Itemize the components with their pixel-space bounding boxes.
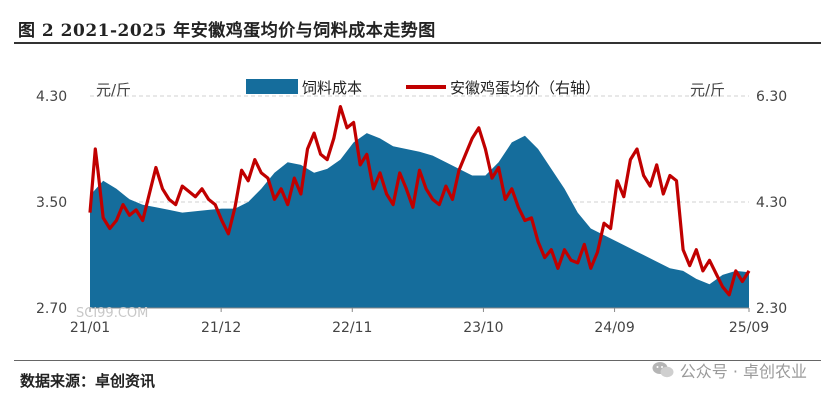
x-tick-label: 25/09 [729,320,769,336]
chart-area: 4.30 3.50 2.70 6.30 4.30 2.30 21/01 21/12 22/11 2… [14,46,819,356]
watermark: SCI99.COM [76,306,148,321]
legend-egg-label: 安徽鸡蛋均价（右轴） [450,79,600,97]
footer-divider [14,360,821,361]
x-tick-label: 24/09 [594,320,634,336]
wechat-label: 公众号 · 卓创农业 [679,362,807,381]
source-note: 数据来源：卓创资讯 [20,372,156,390]
x-tick-label: 22/11 [332,320,372,336]
x-tick-label: 21/01 [70,320,110,336]
right-tick-label: 2.30 [756,301,787,317]
x-tick-label: 21/12 [201,320,241,336]
legend-feed-label: 饲料成本 [302,79,362,97]
chart-svg: 4.30 3.50 2.70 6.30 4.30 2.30 21/01 21/12 22/11 2… [36,79,787,336]
series-egg-price-line [88,105,751,297]
left-tick-label: 4.30 [36,89,67,105]
chart-title: 图 2 2021-2025 年安徽鸡蛋均价与饲料成本走势图 [18,21,436,41]
title-bar: 图 2 2021-2025 年安徽鸡蛋均价与饲料成本走势图 [14,8,821,44]
right-unit-label: 元/斤 [690,81,725,99]
left-unit-label: 元/斤 [96,81,131,99]
left-tick-label: 2.70 [36,301,67,317]
right-tick-label: 6.30 [756,89,787,105]
wechat-badge: 公众号 · 卓创农业 [652,358,807,382]
x-tick-label: 23/10 [463,320,503,336]
wechat-icon [652,362,674,378]
series-feed-cost-area [90,133,749,308]
left-tick-label: 3.50 [36,195,67,211]
legend-feed-swatch [246,79,298,94]
right-tick-label: 4.30 [756,195,787,211]
